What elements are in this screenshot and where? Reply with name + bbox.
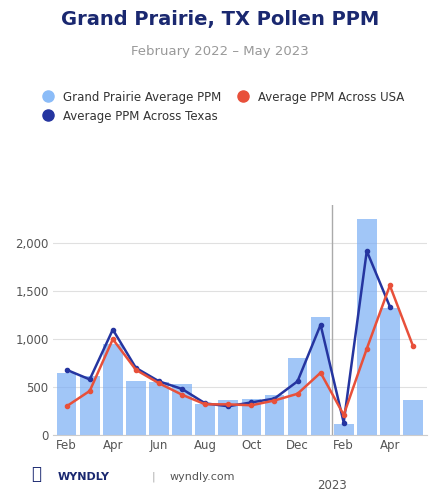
Bar (80, 376, 99, 435)
Legend: Grand Prairie Average PPM, Average PPM Across Texas, Average PPM Across USA: Grand Prairie Average PPM, Average PPM A… (31, 86, 409, 127)
Bar (103, 344, 123, 435)
Bar (242, 398, 261, 435)
Bar (57, 372, 77, 435)
Bar (403, 400, 423, 435)
Text: Grand Prairie, TX Pollen PPM: Grand Prairie, TX Pollen PPM (61, 10, 379, 29)
Bar (288, 358, 307, 435)
Bar (149, 382, 169, 435)
Bar (380, 308, 400, 435)
Bar (264, 395, 284, 435)
Text: Ⓦ: Ⓦ (31, 464, 41, 482)
Text: wyndly.com: wyndly.com (169, 472, 235, 482)
Bar (311, 317, 330, 435)
Bar (357, 220, 377, 435)
Text: |: | (152, 472, 155, 482)
Bar (334, 424, 353, 435)
Text: 2023: 2023 (317, 480, 347, 492)
Text: WYNDLY: WYNDLY (57, 472, 109, 482)
Text: February 2022 – May 2023: February 2022 – May 2023 (131, 45, 309, 58)
Bar (172, 384, 192, 435)
Bar (195, 404, 215, 435)
Bar (126, 382, 146, 435)
Bar (218, 400, 238, 435)
